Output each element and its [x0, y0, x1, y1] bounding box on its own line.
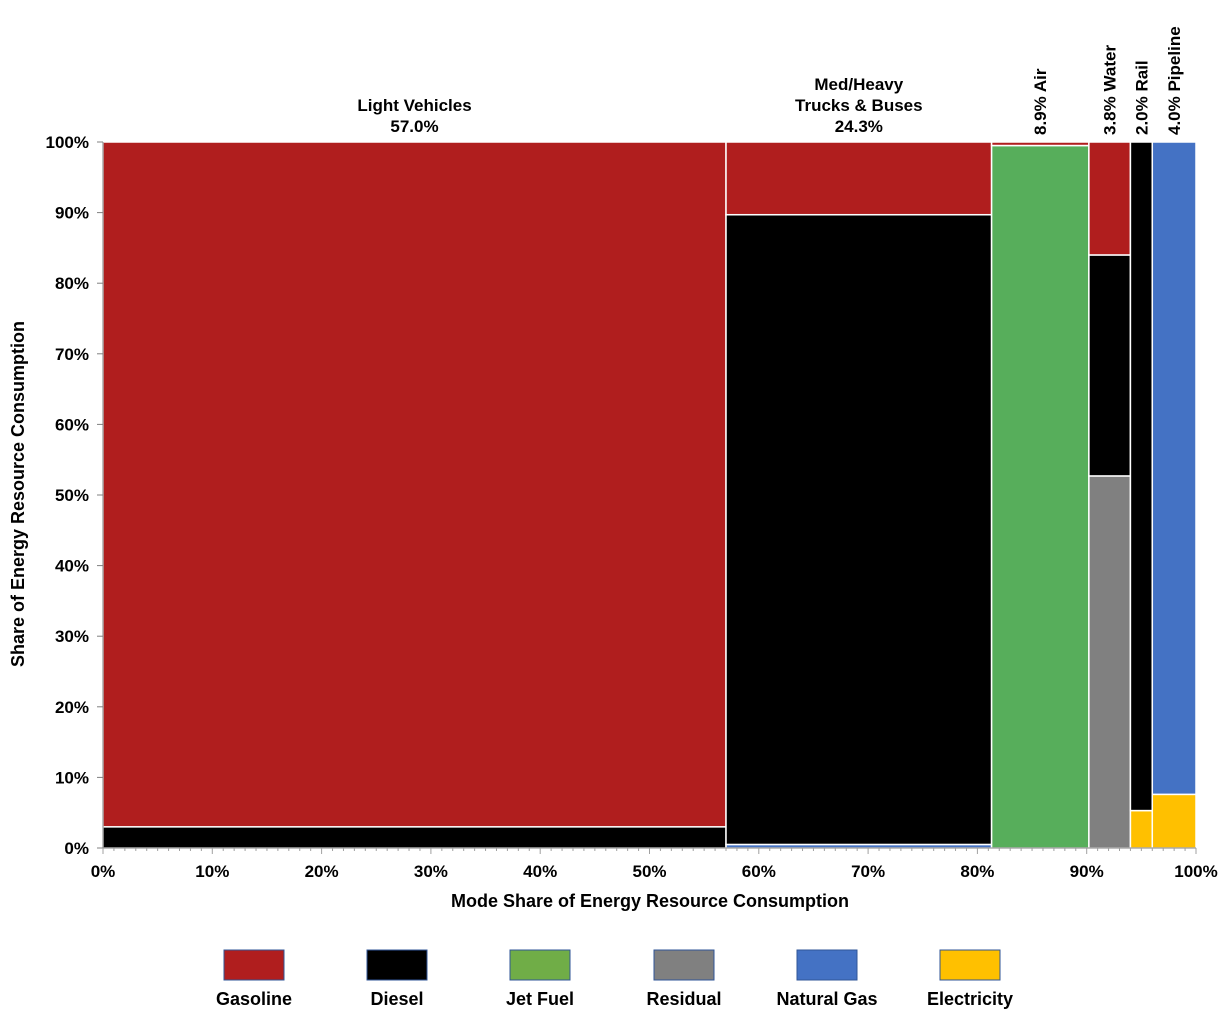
y-tick-label: 100% — [46, 133, 89, 152]
mode-labels: Light Vehicles 57.0% Med/Heavy Trucks & Bus… — [357, 26, 1184, 136]
mode-label: 24.3% — [835, 117, 883, 136]
legend-item-diesel: Diesel — [366, 949, 428, 1009]
y-tick-label: 40% — [55, 557, 89, 576]
x-tick-label: 90% — [1070, 862, 1104, 881]
mode-label: Light Vehicles — [357, 96, 471, 115]
mode-column — [1151, 141, 1197, 849]
mode-label: 57.0% — [390, 117, 438, 136]
x-tick-label: 70% — [851, 862, 885, 881]
x-axis: 0% 10% 20% 30% 40% 50% 60% 70% 80% 90% 100% — [91, 847, 1218, 881]
segment-gasoline — [990, 141, 1090, 147]
legend-item-natural-gas: Natural Gas — [776, 949, 878, 1009]
y-tick-label: 20% — [55, 698, 89, 717]
legend-label: Gasoline — [216, 989, 292, 1009]
legend-swatch — [653, 949, 715, 981]
x-tick-label: 100% — [1174, 862, 1217, 881]
legend-swatch — [223, 949, 285, 981]
y-axis: 0% 10% 20% 30% 40% 50% 60% 70% 80% 90% 100% — [46, 133, 104, 858]
segment-diesel — [102, 826, 727, 849]
x-tick-label: 50% — [632, 862, 666, 881]
y-tick-label: 70% — [55, 345, 89, 364]
legend-item-jet-fuel: Jet Fuel — [506, 949, 574, 1009]
legend-label: Jet Fuel — [506, 989, 574, 1009]
mode-label: 8.9% Air — [1031, 68, 1050, 135]
y-tick-label: 10% — [55, 768, 89, 787]
segment-gasoline — [725, 141, 993, 216]
y-tick-label: 30% — [55, 627, 89, 646]
plot-area — [102, 141, 1197, 849]
x-tick-label: 40% — [523, 862, 557, 881]
legend-swatch — [366, 949, 428, 981]
segment-electricity — [1151, 793, 1197, 849]
legend-item-electricity: Electricity — [927, 949, 1013, 1009]
y-tick-label: 50% — [55, 486, 89, 505]
x-tick-label: 60% — [742, 862, 776, 881]
x-tick-label: 80% — [960, 862, 994, 881]
y-tick-label: 60% — [55, 415, 89, 434]
segment-jet-fuel — [990, 144, 1090, 849]
y-tick-label: 0% — [64, 839, 89, 858]
x-tick-label: 20% — [305, 862, 339, 881]
x-tick-label: 0% — [91, 862, 116, 881]
mode-column — [725, 141, 993, 849]
segment-gasoline — [1088, 141, 1132, 256]
mode-column — [990, 141, 1090, 849]
y-axis-title: Share of Energy Resource Consumption — [8, 321, 28, 667]
segment-diesel — [1088, 254, 1132, 477]
legend-swatch — [796, 949, 858, 981]
legend-label: Residual — [646, 989, 721, 1009]
mode-label: 2.0% Rail — [1132, 60, 1151, 135]
mode-label: 3.8% Water — [1101, 45, 1120, 135]
segment-electricity — [1129, 809, 1154, 849]
mode-column — [102, 141, 727, 849]
y-tick-label: 90% — [55, 204, 89, 223]
segment-diesel — [725, 213, 993, 846]
x-tick-label: 30% — [414, 862, 448, 881]
legend-swatch — [509, 949, 571, 981]
segment-residual — [1088, 475, 1132, 849]
y-tick-label: 80% — [55, 274, 89, 293]
legend-label: Natural Gas — [776, 989, 877, 1009]
legend-label: Diesel — [370, 989, 423, 1009]
legend: Gasoline Diesel Jet Fuel Residual Natural Ga… — [216, 949, 1013, 1009]
mode-label: 4.0% Pipeline — [1165, 26, 1184, 135]
legend-item-residual: Residual — [646, 949, 722, 1009]
segment-diesel — [1129, 141, 1154, 812]
segment-gasoline — [102, 141, 727, 828]
mode-label: Med/Heavy — [814, 75, 903, 94]
legend-label: Electricity — [927, 989, 1013, 1009]
legend-item-gasoline: Gasoline — [216, 949, 292, 1009]
mode-column — [1088, 141, 1132, 849]
segment-natural-gas — [1151, 141, 1197, 796]
legend-swatch — [939, 949, 1001, 981]
mode-column — [1129, 141, 1154, 849]
x-axis-title: Mode Share of Energy Resource Consumptio… — [451, 891, 849, 911]
x-tick-label: 10% — [195, 862, 229, 881]
mode-label: Trucks & Buses — [795, 96, 923, 115]
